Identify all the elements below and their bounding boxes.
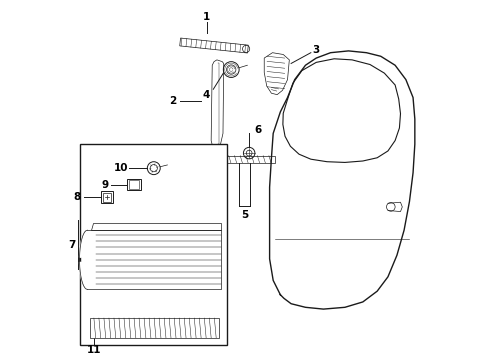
- Text: 2: 2: [169, 96, 176, 106]
- Bar: [101, 192, 113, 203]
- Text: 1: 1: [203, 12, 210, 22]
- Text: 8: 8: [73, 192, 80, 202]
- Text: 5: 5: [241, 210, 247, 220]
- Text: 11: 11: [86, 345, 101, 355]
- Text: 3: 3: [312, 45, 319, 55]
- Bar: [128, 180, 139, 189]
- Polygon shape: [80, 230, 221, 289]
- Text: 9: 9: [101, 180, 108, 190]
- Text: 6: 6: [254, 125, 261, 135]
- Bar: [127, 179, 141, 190]
- Polygon shape: [90, 318, 219, 338]
- Polygon shape: [190, 156, 274, 163]
- Text: 7: 7: [68, 239, 75, 249]
- Polygon shape: [91, 223, 221, 230]
- Polygon shape: [180, 38, 248, 53]
- Polygon shape: [264, 53, 289, 95]
- Text: 10: 10: [113, 163, 128, 173]
- Bar: [102, 193, 111, 202]
- Bar: [80, 144, 226, 345]
- Polygon shape: [211, 60, 223, 147]
- Text: 4: 4: [202, 90, 209, 100]
